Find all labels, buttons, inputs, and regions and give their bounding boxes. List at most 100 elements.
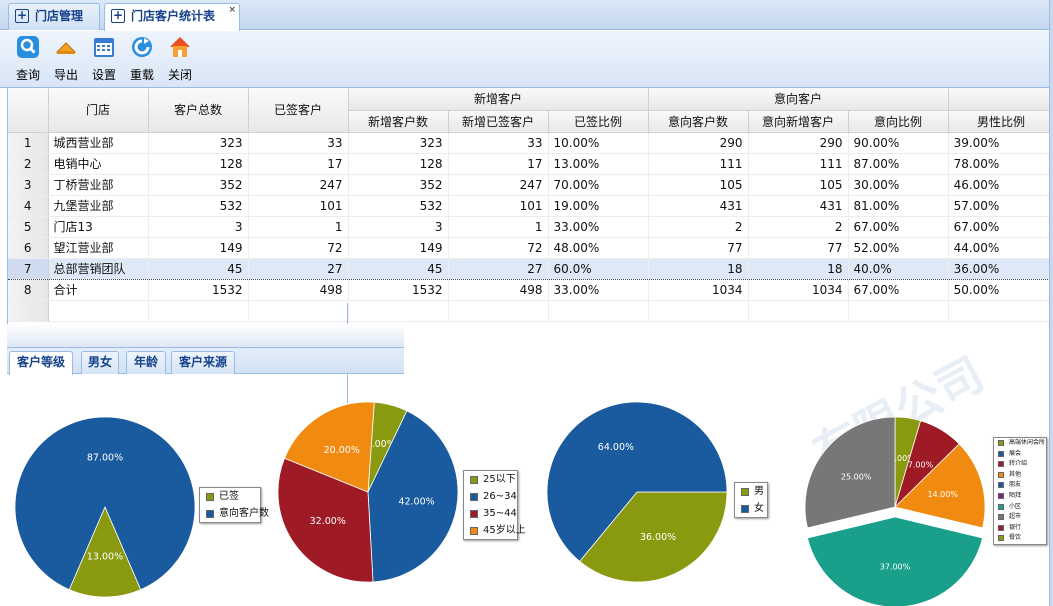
- tab-age[interactable]: 年龄: [126, 351, 166, 374]
- pie-data-label: 6.00%: [366, 439, 396, 450]
- table-row[interactable]: 4 九堡营业部 532 101 532 101 19.00% 431 431 81.00% 57.0…: [8, 195, 1053, 217]
- header-intent-new[interactable]: 意向新增客户: [748, 110, 849, 133]
- cell-new-count: 323: [348, 132, 449, 154]
- empty-cell: [148, 300, 249, 322]
- legend-label: 35~44: [483, 508, 517, 519]
- legend-label: 男: [754, 486, 764, 497]
- cell-intent-ratio: 52.00%: [848, 237, 949, 259]
- header-new-count[interactable]: 新增客户数: [348, 110, 449, 133]
- table-row[interactable]: 5 门店13 3 1 3 1 33.00% 2 2 67.00% 67.00%: [8, 216, 1053, 238]
- cell-total: 532: [148, 195, 249, 217]
- legend-label: 朋友: [1009, 481, 1022, 489]
- pie-slice[interactable]: [14, 416, 196, 591]
- panel-splitter[interactable]: [7, 324, 404, 348]
- query-button[interactable]: 查询: [10, 35, 46, 83]
- header-signed-ratio[interactable]: 已签比例: [548, 110, 649, 133]
- cell-intent-ratio: 67.00%: [848, 279, 949, 301]
- legend-label: 高端休闲会所: [1009, 439, 1046, 446]
- cell-male-ratio: 57.00%: [948, 195, 1053, 217]
- cell-intent-count: 111: [648, 153, 749, 175]
- pie-slice[interactable]: [894, 443, 986, 529]
- pie-slice[interactable]: [546, 401, 728, 562]
- pie-data-label: 25.00%: [841, 472, 872, 481]
- cell-male-ratio: 78.00%: [948, 153, 1053, 175]
- right-collapse-handle[interactable]: [1049, 0, 1053, 606]
- cell-total: 323: [148, 132, 249, 154]
- table-row[interactable]: 8 合计 1532 498 1532 498 33.00% 1034 1034 67.00% 50.…: [8, 279, 1053, 301]
- cell-total: 45: [148, 257, 249, 280]
- cell-intent-new: 2: [748, 216, 849, 238]
- legend-gender: 男 女: [734, 482, 768, 518]
- tab-label: 门店客户统计表: [131, 9, 216, 23]
- cell-intent-count: 77: [648, 237, 749, 259]
- pie-slice[interactable]: [579, 491, 728, 583]
- header-total[interactable]: 客户总数: [148, 88, 249, 133]
- cell-intent-ratio: 30.00%: [848, 174, 949, 196]
- tab-customer-level[interactable]: 客户等级: [9, 351, 73, 375]
- legend-swatch: [470, 527, 478, 535]
- pie-slice[interactable]: [804, 416, 896, 529]
- header-signed[interactable]: 已签客户: [248, 88, 349, 133]
- header-male-ratio[interactable]: 男性比例: [948, 110, 1053, 133]
- pie-slice[interactable]: [277, 457, 374, 583]
- cell-signed-ratio: 33.00%: [548, 279, 649, 301]
- tab-store-customer-stats[interactable]: + 门店客户统计表 ×: [104, 3, 240, 31]
- legend-swatch: [470, 510, 478, 518]
- cell-intent-new: 111: [748, 153, 849, 175]
- legend-swatch: [998, 440, 1004, 446]
- table-row[interactable]: 2 电销中心 128 17 128 17 13.00% 111 111 87.00% 78.00%: [8, 153, 1053, 175]
- cell-signed: 27: [248, 257, 349, 280]
- pie-data-label: 14.00%: [927, 490, 958, 499]
- legend-swatch: [998, 535, 1004, 542]
- empty-cell: [748, 300, 849, 322]
- tab-gender[interactable]: 男女: [81, 351, 119, 374]
- legend-item: 26~34: [464, 488, 517, 505]
- pie-data-label: 64.00%: [598, 442, 634, 453]
- settings-button[interactable]: 设置: [86, 35, 122, 83]
- table-row[interactable]: 7 总部营销团队 45 27 45 27 60.0% 18 18 40.0% 36.00%: [8, 257, 1053, 280]
- tab-customer-source[interactable]: 客户来源: [171, 351, 235, 374]
- header-new-signed[interactable]: 新增已签客户: [448, 110, 549, 133]
- legend-item: 陌拜: [994, 491, 1046, 502]
- pie-slice[interactable]: [284, 401, 375, 493]
- tab-store-management[interactable]: + 门店管理: [8, 3, 100, 30]
- close-button[interactable]: 关闭: [162, 35, 198, 83]
- export-button[interactable]: 导出: [48, 35, 84, 83]
- legend-swatch: [998, 514, 1004, 521]
- legend-item: 餐饮: [994, 533, 1046, 544]
- header-intent-ratio[interactable]: 意向比例: [848, 110, 949, 133]
- legend-item: 小区: [994, 502, 1046, 513]
- cell-male-ratio: 67.00%: [948, 216, 1053, 238]
- reload-button[interactable]: 重载: [124, 35, 160, 83]
- cell-signed: 247: [248, 174, 349, 196]
- tab-bar: + 门店管理 + 门店客户统计表 ×: [0, 0, 1053, 31]
- header-intent-count[interactable]: 意向客户数: [648, 110, 749, 133]
- empty-cell: [948, 300, 1053, 322]
- table-row[interactable]: 3 丁桥营业部 352 247 352 247 70.00% 105 105 30.00% 46.0…: [8, 174, 1053, 196]
- legend-item: 朋友: [994, 480, 1046, 491]
- cell-store: 丁桥营业部: [48, 174, 149, 196]
- toolbar: 查询 导出 设置 重载 关闭: [0, 31, 1053, 88]
- search-icon: [17, 36, 39, 58]
- pie-slice[interactable]: [806, 516, 984, 606]
- legend-label: 45岁以上: [483, 525, 526, 536]
- cell-new-count: 1532: [348, 279, 449, 301]
- cell-signed-ratio: 13.00%: [548, 153, 649, 175]
- table-row[interactable]: 1 城西营业部 323 33 323 33 10.00% 290 290 90.00% 39.00%: [8, 132, 1053, 154]
- pie-slice[interactable]: [68, 505, 142, 598]
- row-number: 1: [8, 132, 49, 154]
- cell-signed-ratio: 60.0%: [548, 257, 649, 280]
- table-row[interactable]: 6 望江营业部 149 72 149 72 48.00% 77 77 52.00% 44.00%: [8, 237, 1053, 259]
- pie-slice[interactable]: [367, 410, 459, 583]
- cell-new-count: 352: [348, 174, 449, 196]
- legend-item: 意向客户数: [200, 505, 269, 522]
- row-number: 7: [8, 257, 49, 280]
- close-icon[interactable]: ×: [228, 5, 236, 15]
- home-close-icon: [170, 37, 190, 57]
- cell-intent-new: 431: [748, 195, 849, 217]
- header-store[interactable]: 门店: [48, 88, 149, 133]
- cell-store: 门店13: [48, 216, 149, 238]
- legend-swatch: [470, 476, 478, 484]
- pie-data-label: 87.00%: [87, 453, 123, 464]
